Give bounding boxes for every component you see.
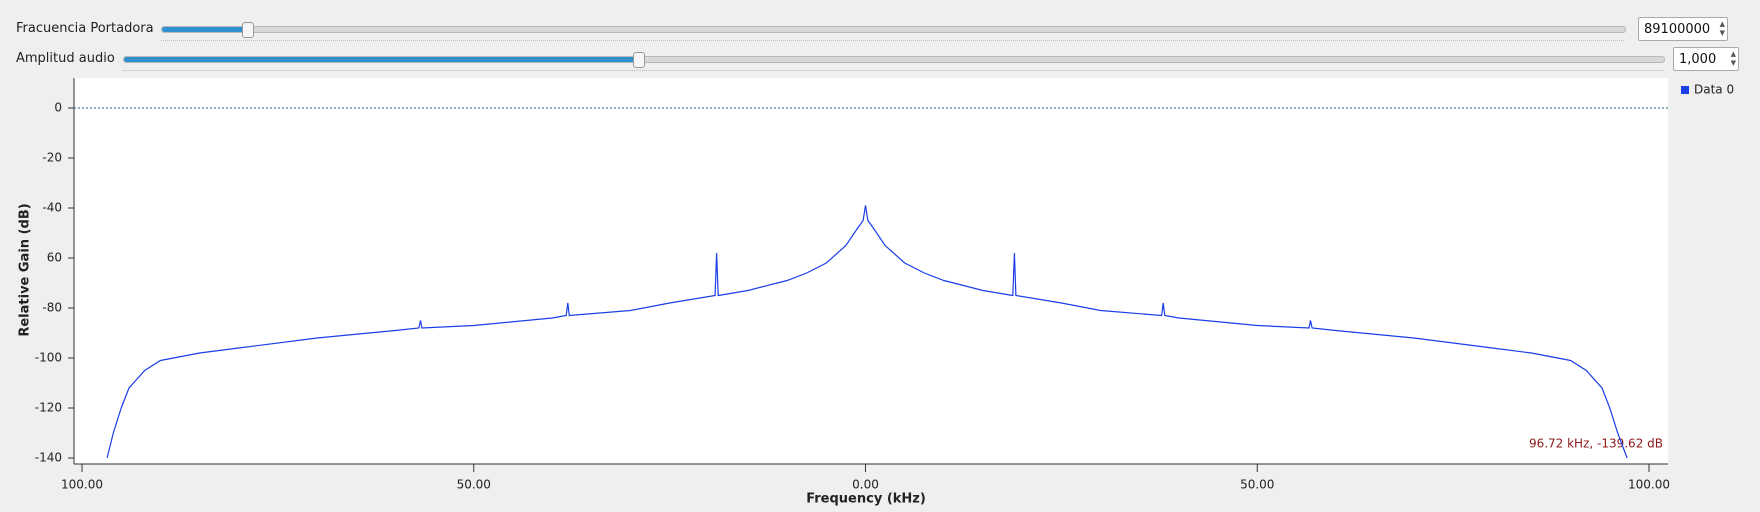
slider-handle[interactable]	[242, 22, 254, 38]
plot-background	[74, 78, 1668, 464]
y-tick-label: -20	[42, 151, 62, 165]
y-tick-label: -40	[42, 201, 62, 215]
y-tick-label: -80	[42, 301, 62, 315]
x-tick-label: 100.00	[61, 478, 103, 492]
spinbox[interactable]: 89100000 ▲ ▼	[1638, 17, 1728, 41]
y-tick-label: 60	[47, 251, 62, 265]
y-tick-label: 0	[54, 101, 62, 115]
x-axis-title: Frequency (kHz)	[806, 492, 926, 507]
spin-arrows[interactable]: ▲ ▼	[1719, 20, 1725, 37]
slider-handle[interactable]	[633, 52, 645, 68]
slider[interactable]	[123, 52, 1665, 68]
x-tick-label: 50.00	[1240, 478, 1274, 492]
slider-fill	[162, 27, 247, 32]
slider[interactable]	[161, 22, 1626, 38]
y-tick-label: -100	[35, 351, 62, 365]
spinbox[interactable]: 1,000 ▲ ▼	[1673, 47, 1739, 71]
y-tick-label: -120	[35, 401, 62, 415]
x-tick-label: 100.00	[1628, 478, 1670, 492]
legend-swatch	[1681, 86, 1689, 94]
spinbox-value: 89100000	[1644, 22, 1711, 37]
spinbox-value: 1,000	[1679, 52, 1717, 67]
spin-arrows[interactable]: ▲ ▼	[1730, 50, 1736, 67]
y-tick-label: -140	[35, 451, 62, 465]
slider-fill	[124, 57, 638, 62]
slider-ticks	[161, 37, 1624, 41]
slider-row: Fracuencia Portadora 89100000 ▲ ▼	[0, 15, 1760, 43]
slider-label: Amplitud audio	[16, 51, 115, 66]
legend-label: Data 0	[1694, 83, 1734, 97]
x-tick-label: 0.00	[852, 478, 879, 492]
slider-row: Amplitud audio 1,000 ▲ ▼	[0, 45, 1760, 73]
cursor-annotation: 96.72 kHz, -139.62 dB	[1529, 437, 1663, 451]
y-axis-title: Relative Gain (dB)	[18, 203, 33, 336]
x-tick-label: 50.00	[457, 478, 491, 492]
slider-ticks	[123, 67, 1663, 71]
spectrum-line	[106, 205, 1628, 459]
slider-label: Fracuencia Portadora	[16, 21, 154, 36]
